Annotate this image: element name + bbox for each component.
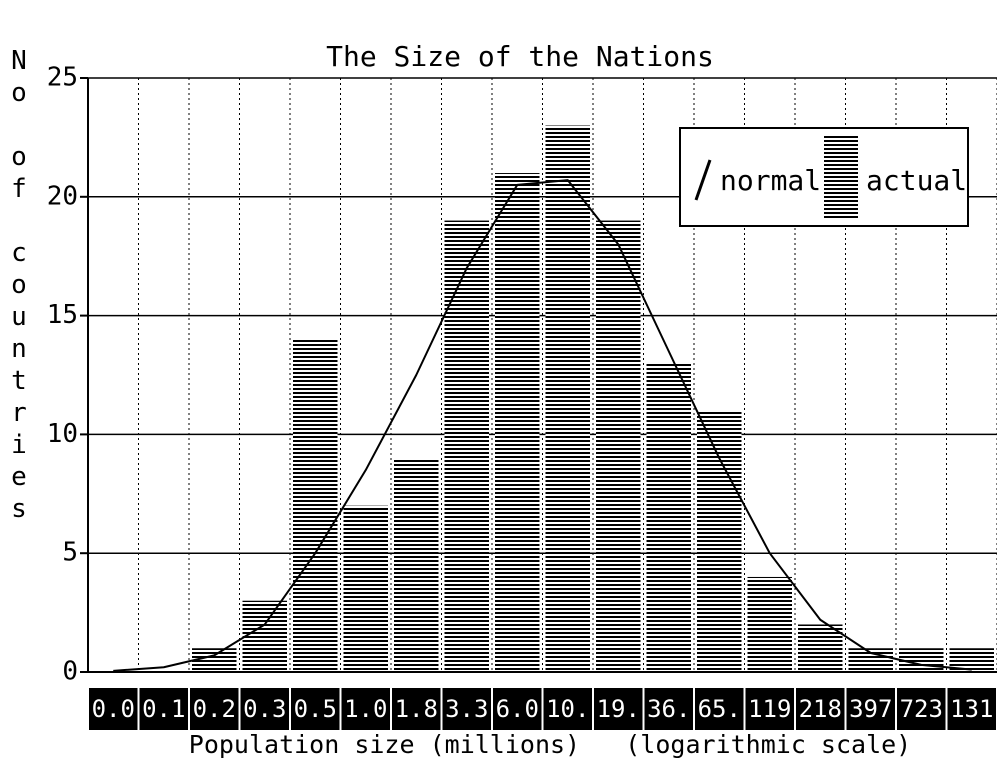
bar (343, 505, 388, 672)
x-label-box (341, 688, 390, 730)
normal-curve (113, 179, 972, 672)
bar (596, 220, 641, 672)
bar (848, 648, 893, 672)
bar (293, 339, 338, 672)
bar (192, 648, 237, 672)
x-tick-label: 119 (748, 695, 791, 723)
x-label-box (897, 688, 946, 730)
bar (798, 624, 843, 672)
x-label-box (695, 688, 744, 730)
x-label-box (139, 688, 188, 730)
x-label-box (846, 688, 895, 730)
x-tick-label: 65. (698, 695, 741, 723)
y-axis-label: No of countries (4, 46, 34, 526)
bar (646, 363, 691, 672)
x-label-box (745, 688, 794, 730)
x-tick-label: 131 (950, 695, 993, 723)
x-tick-label: 6.0 (496, 695, 539, 723)
x-tick-label: 0.1 (142, 695, 185, 723)
legend-normal-symbol (694, 159, 712, 201)
y-tick-label: 0 (62, 657, 78, 687)
legend-actual-symbol (824, 134, 858, 220)
x-tick-label: 0.3 (243, 695, 286, 723)
bar (495, 173, 540, 673)
x-tick-label: 1.8 (395, 695, 438, 723)
x-label-box (291, 688, 340, 730)
x-tick-label: 3.3 (445, 695, 488, 723)
bar (899, 648, 944, 672)
x-tick-label: 1.0 (344, 695, 387, 723)
x-label-box (442, 688, 491, 730)
x-tick-label: 0.2 (193, 695, 236, 723)
chart-title: The Size of the Nations (326, 40, 714, 73)
x-tick-label: 0.5 (294, 695, 337, 723)
x-tick-label: 36. (647, 695, 690, 723)
y-tick-label: 20 (47, 181, 78, 211)
x-label-box (493, 688, 542, 730)
x-tick-label: 10. (546, 695, 589, 723)
x-label-box (796, 688, 845, 730)
y-tick-label: 25 (47, 63, 78, 93)
y-tick-label: 5 (62, 538, 78, 568)
x-tick-label: 0.0 (92, 695, 135, 723)
x-tick-label: 723 (900, 695, 943, 723)
x-label-box (392, 688, 441, 730)
x-label-box (644, 688, 693, 730)
x-label-box (594, 688, 643, 730)
legend-label: actual (866, 164, 967, 197)
bar (444, 220, 489, 672)
y-tick-label: 15 (47, 300, 78, 330)
x-label-box (240, 688, 289, 730)
bar (949, 648, 994, 672)
bar (697, 410, 742, 672)
x-tick-label: 397 (849, 695, 892, 723)
y-tick-label: 10 (47, 419, 78, 449)
x-label-box (947, 688, 996, 730)
x-tick-label: 218 (799, 695, 842, 723)
bar (242, 600, 287, 672)
x-label-box (190, 688, 239, 730)
x-axis-label: Population size (millions) (logarithmic … (189, 730, 911, 759)
legend-label: normal (720, 164, 821, 197)
bar (545, 125, 590, 672)
x-label-box (543, 688, 592, 730)
bar (747, 576, 792, 672)
x-tick-label: 19. (597, 695, 640, 723)
x-label-box (89, 688, 138, 730)
bar (394, 458, 439, 672)
